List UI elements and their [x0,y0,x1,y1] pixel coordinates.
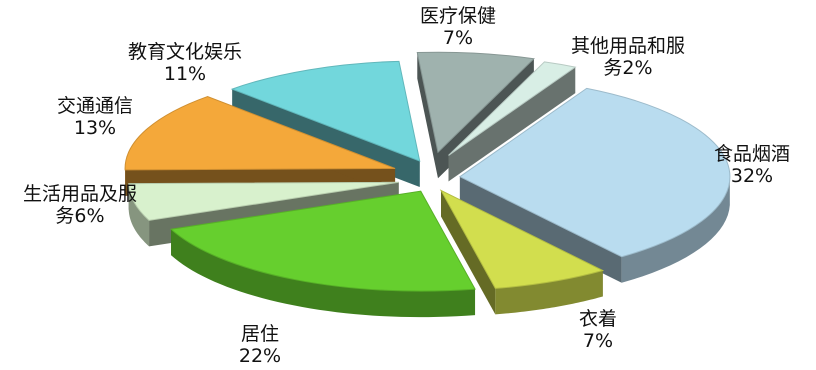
slice-value-label-0: 32% [731,165,773,187]
slice-rim [128,183,150,247]
slice-rim [495,270,603,315]
slice-label-1: 衣着 [579,308,617,330]
slice-value-label-3: 务6% [55,205,104,227]
slice-value-label-7: 务2% [603,57,652,79]
slice-label-0: 食品烟酒 [714,143,790,165]
slice-wall [459,176,622,283]
slice-7 [448,61,577,182]
slice-value-label-5: 11% [164,63,206,85]
slice-top [128,181,399,221]
slice-top [458,87,731,258]
slice-label-4: 交通通信 [57,95,133,117]
slice-2 [169,190,476,318]
slice-value-label-2: 22% [239,345,281,367]
slice-top [124,96,396,171]
slice-top [439,189,605,289]
slice-value-label-6: 7% [443,27,473,49]
slice-label-6: 医疗保健 [420,5,496,27]
slice-label-3: 生活用品及服 [23,183,137,205]
slice-wall [448,67,576,182]
slice-label-5: 教育文化娱乐 [128,41,242,63]
slice-label-7: 其他用品和服 [571,35,685,57]
slice-rim [621,174,730,283]
slice-rim [171,229,476,318]
slice-top [448,61,577,156]
slice-wall [441,190,496,315]
slice-label-2: 居住 [241,323,279,345]
slice-value-label-1: 7% [583,330,613,352]
slice-1 [439,189,605,315]
slice-top [416,51,535,154]
slice-wall [417,52,438,179]
slice-top [230,60,421,162]
slice-0 [458,87,731,283]
slice-top [169,190,476,292]
slice-value-label-4: 13% [74,117,116,139]
